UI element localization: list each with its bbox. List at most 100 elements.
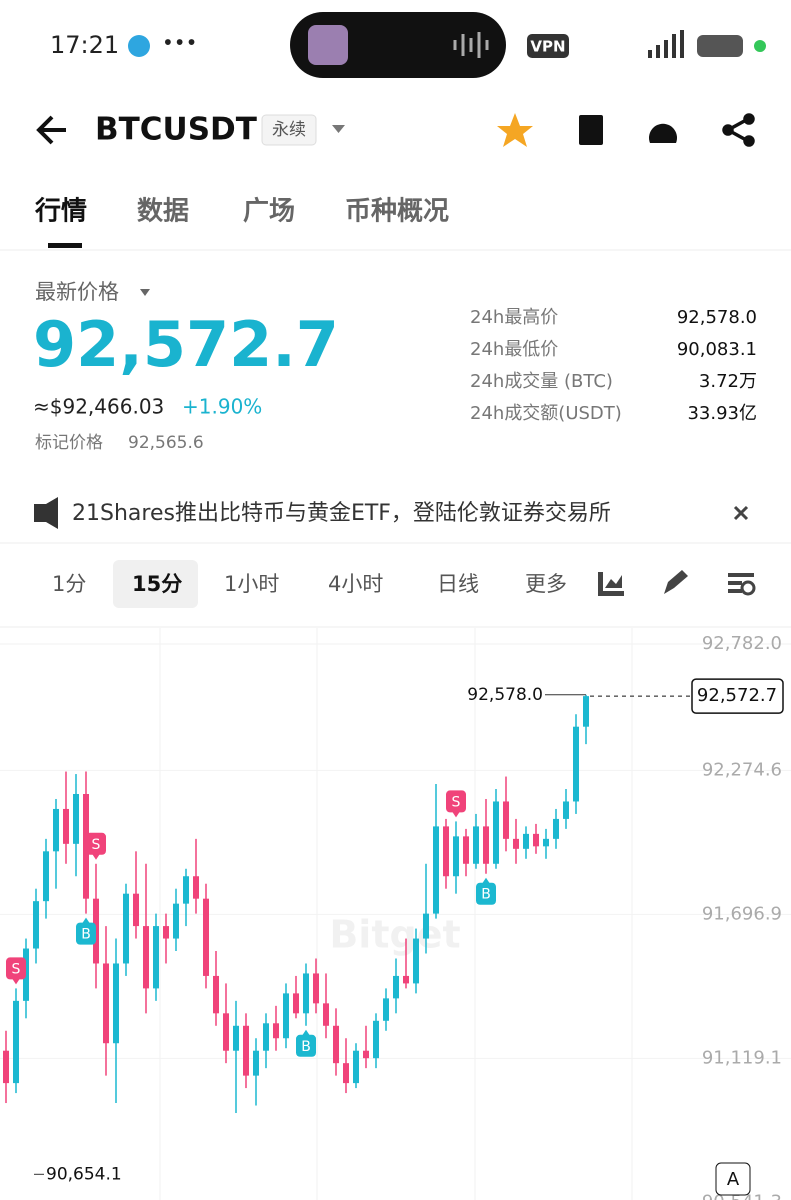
signal [648,30,684,58]
trade-marker-label: S [92,837,101,853]
y-tick-label: 91,119.1 [702,1047,782,1068]
candle-body [563,801,569,819]
more-dots: ••• [162,31,197,55]
candle-body [393,975,399,999]
candle-body [343,1063,349,1084]
candle-body [463,836,469,864]
scale-button[interactable] [715,1162,751,1196]
battery [697,35,743,57]
dropdown[interactable] [332,125,345,133]
tab[interactable]: 广场 [243,197,295,227]
tab[interactable]: 币种概况 [345,197,449,227]
latest-dropdown[interactable] [140,289,150,296]
interval[interactable]: 日线 [437,572,479,596]
interval[interactable]: 更多 [525,572,567,596]
candle-body [433,826,439,914]
interval[interactable]: 15分 [132,572,182,596]
news[interactable]: 21Shares推出比特币与黄金ETF，登陆伦敦证券交易所 [72,501,611,526]
usd-price: ≈$92,466.03 [33,395,164,419]
vpn-badge [527,34,569,58]
tab[interactable]: 数据 [137,197,189,227]
notes-icon[interactable] [579,115,603,145]
candle-body [363,1050,369,1059]
interval[interactable]: 4小时 [328,572,383,596]
candle-body [513,838,519,849]
stat-label: 24h成交量 (BTC) [470,371,613,392]
candle-body [283,993,289,1039]
high-label: 92,578.0 [467,685,543,705]
y-tick-label: 90,541.3 [702,1191,782,1200]
candle-body [483,826,489,864]
candle-body [303,973,309,1014]
candle-body [493,801,499,864]
badge: 永续 [272,120,306,140]
back-button[interactable] [36,115,66,145]
candle-body [223,1013,229,1051]
share-icon[interactable] [722,113,755,147]
candle-body [383,998,389,1021]
candle-body [173,903,179,939]
alert-icon[interactable] [649,123,677,143]
trade-marker [296,1034,316,1057]
favorite[interactable] [497,113,533,147]
interval[interactable]: 1小时 [224,572,279,596]
news-icon [34,497,58,529]
trade-marker-label: B [301,1039,311,1055]
close-news[interactable] [733,505,749,521]
trade-marker-label: S [452,794,461,810]
trade-marker [476,882,496,905]
candle-body [123,893,129,964]
candle-body [583,696,589,727]
mark-price: 92,565.6 [128,433,204,453]
trade-pointer [482,877,490,884]
candle-body [293,993,299,1014]
candle-body [103,963,109,1044]
audio-wave [453,32,489,58]
trade-pointer [452,811,460,818]
candle-body [423,913,429,939]
candle-body [553,818,559,839]
candle-body [33,901,39,949]
candle-body [573,726,579,802]
candle-body [353,1050,359,1084]
stat-label: 24h成交额(USDT) [470,403,622,424]
candle-body [323,1003,329,1026]
last-price-label: 92,572.7 [697,685,777,706]
candle-body [73,793,79,844]
symbol: BTCUSDT [95,112,257,148]
badge-box [261,114,317,146]
trade-pointer [82,917,90,924]
interval-selected-bg [113,560,198,608]
candle-body [183,876,189,904]
candle-body [163,926,169,939]
candle-body [543,838,549,847]
interval[interactable]: 1分 [52,572,86,596]
latest-price: 92,572.7 [33,308,339,381]
stat-value: 92,578.0 [677,307,757,328]
y-tick-label: 92,274.6 [702,759,782,780]
candle-body [473,826,479,864]
clock: 17:21 [50,31,119,59]
tab-underline [48,243,82,248]
candle-body [373,1020,379,1059]
trade-marker-label: S [12,961,21,977]
candle-body [153,926,159,989]
candle-body [113,963,119,1044]
candle-body [213,975,219,1014]
low-label: 90,654.1 [46,1164,122,1184]
latest-label: 最新价格 [35,280,119,304]
candle-body [243,1025,249,1076]
chart-tools[interactable] [598,570,756,596]
candle-body [443,826,449,877]
tab[interactable]: 行情 [34,196,87,227]
candle-body [203,898,209,976]
stat-value: 3.72万 [699,371,757,392]
trade-marker [76,922,96,945]
trade-pointer [12,978,20,985]
candle-body [63,808,69,844]
candle-body [453,836,459,877]
app-thumb [308,25,348,65]
trade-marker-label: B [481,887,491,903]
